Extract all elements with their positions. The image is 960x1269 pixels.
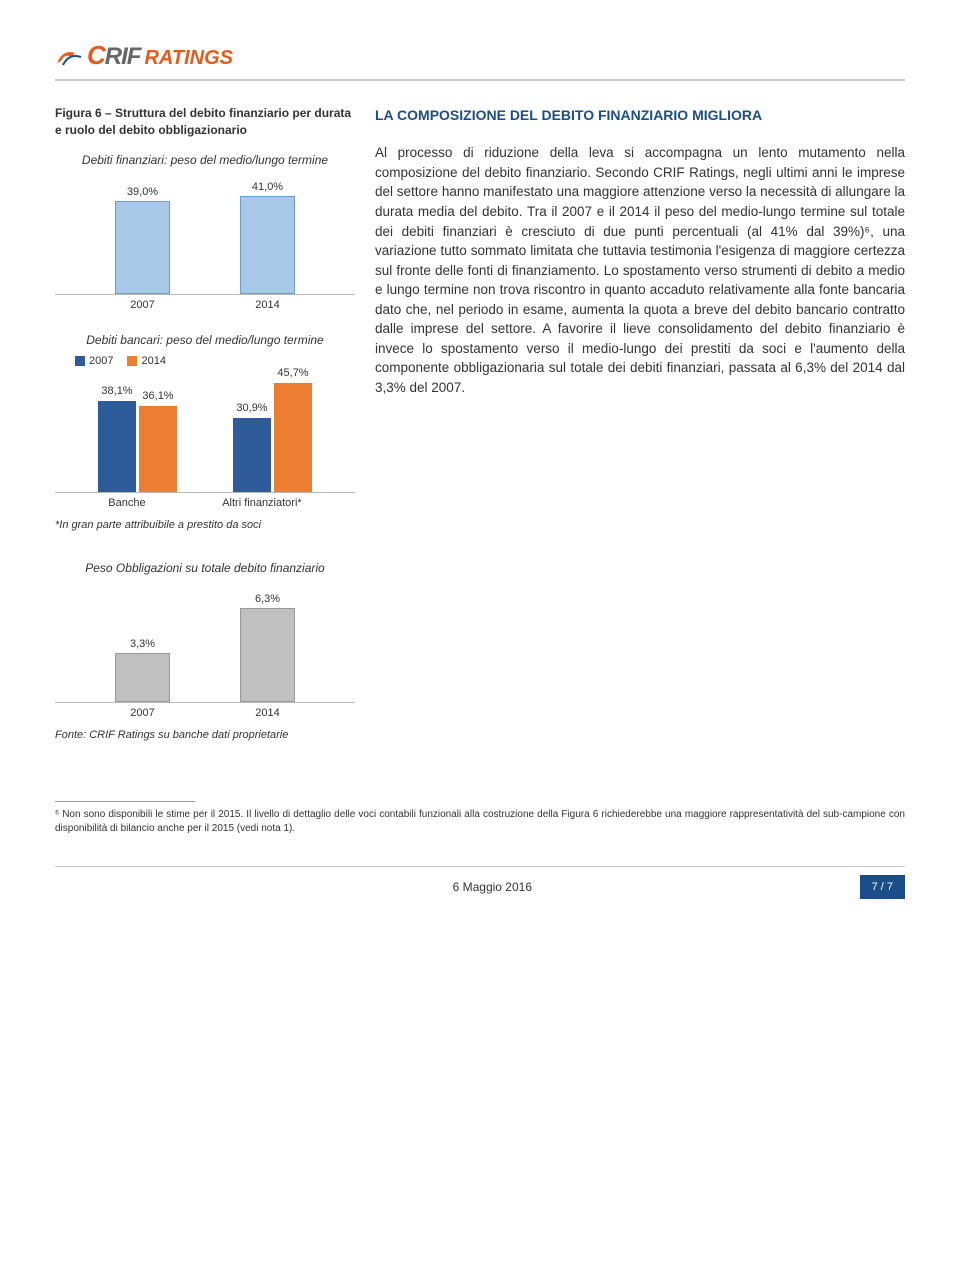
legend-item: 2014 [127,355,165,367]
x-axis-label: 2014 [255,707,279,719]
right-column: LA COMPOSIZIONE DEL DEBITO FINANZIARIO M… [375,105,905,398]
x-axis-label: Banche [108,497,145,509]
bar: 38,1% [98,401,136,492]
chart-debiti-finanziari: Debiti finanziari: peso del medio/lungo … [55,153,355,311]
footer-page: 7 / 7 [860,875,905,899]
chart1-subtitle: Debiti finanziari: peso del medio/lungo … [55,153,355,167]
chart2-subtitle: Debiti bancari: peso del medio/lungo ter… [55,333,355,347]
bar-value-label: 6,3% [255,593,280,605]
body-paragraph: Al processo di riduzione della leva si a… [375,143,905,397]
legend-swatch [127,356,137,366]
bar: 30,9% [233,418,271,492]
legend-item: 2007 [75,355,113,367]
footer-date: 6 Maggio 2016 [125,880,860,894]
x-axis-label: 2007 [130,299,154,311]
bar-value-label: 45,7% [277,367,308,379]
bar: 3,3% [115,653,170,702]
logo: CRIFRATINGS [55,40,233,71]
footnote-text: Non sono disponibili le stime per il 201… [55,809,905,834]
page: CRIFRATINGS Figura 6 – Struttura del deb… [0,0,960,929]
bar-group: 38,1%36,1% [98,373,177,492]
x-axis-label: 2014 [255,299,279,311]
bar-group: 30,9%45,7% [233,373,312,492]
x-axis-label: 2007 [130,707,154,719]
page-footer: 6 Maggio 2016 7 / 7 [55,866,905,899]
figure-source: Fonte: CRIF Ratings su banche dati propr… [55,729,355,741]
logo-text: CRIFRATINGS [87,40,233,71]
main-columns: Figura 6 – Struttura del debito finanzia… [55,105,905,741]
bar: 41,0% [240,196,295,294]
chart-obbligazioni: Peso Obbligazioni su totale debito finan… [55,561,355,719]
chart-debiti-bancari: Debiti bancari: peso del medio/lungo ter… [55,333,355,531]
logo-mark [55,45,83,67]
legend-label: 2014 [141,355,165,367]
legend-label: 2007 [89,355,113,367]
bar: 36,1% [139,406,177,492]
bar-value-label: 30,9% [236,402,267,414]
bar-value-label: 3,3% [130,638,155,650]
legend-swatch [75,356,85,366]
left-column: Figura 6 – Struttura del debito finanzia… [55,105,355,741]
bar-value-label: 38,1% [101,385,132,397]
figure-title: Figura 6 – Struttura del debito finanzia… [55,105,355,139]
bar-value-label: 41,0% [252,181,283,193]
section-title: LA COMPOSIZIONE DEL DEBITO FINANZIARIO M… [375,105,905,125]
bar: 6,3% [240,608,295,702]
bar-value-label: 39,0% [127,186,158,198]
footnote-separator [55,801,195,802]
bar: 39,0% [115,201,170,294]
page-header: CRIFRATINGS [55,40,905,81]
footnote-marker: ⁶ [55,809,59,820]
x-axis-label: Altri finanziatori* [222,497,301,509]
footnote: ⁶ Non sono disponibili le stime per il 2… [55,808,905,836]
chart3-subtitle: Peso Obbligazioni su totale debito finan… [55,561,355,575]
bar: 45,7% [274,383,312,492]
bar-value-label: 36,1% [142,390,173,402]
chart2-legend: 2007 2014 [75,355,355,367]
chart2-note: *In gran parte attribuibile a prestito d… [55,519,355,531]
